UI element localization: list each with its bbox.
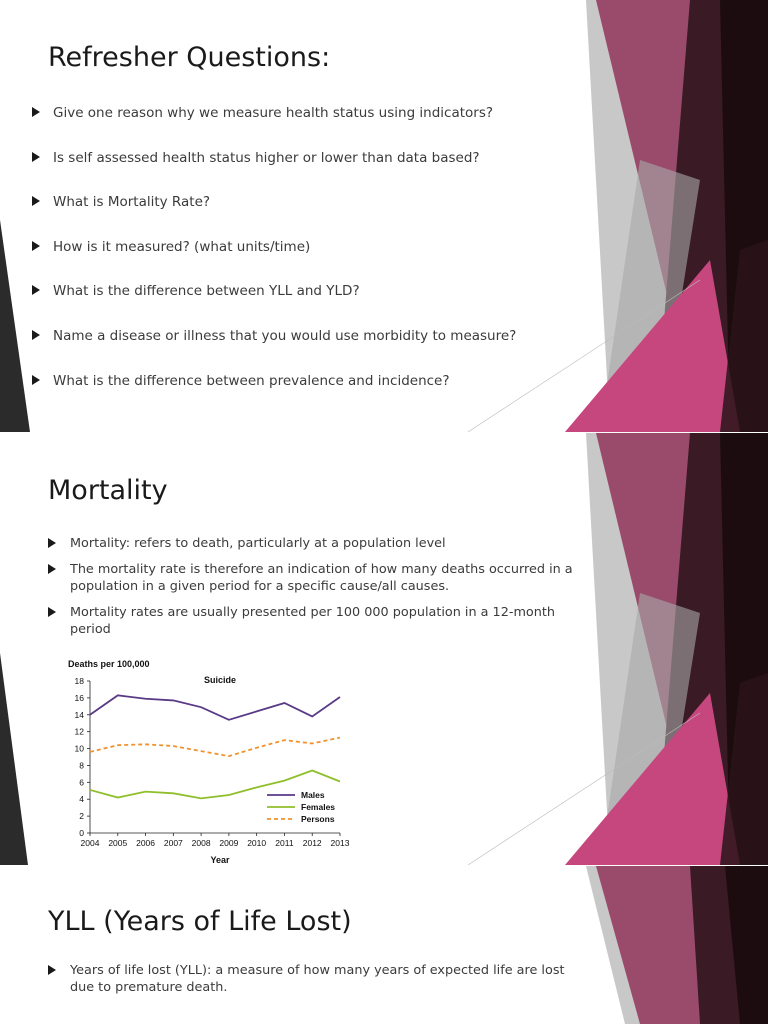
- slide-title: Refresher Questions:: [48, 42, 331, 73]
- x-tick-label: 2013: [331, 838, 350, 848]
- bullet-arrow-icon: [48, 564, 56, 574]
- legend-label: Females: [301, 802, 335, 812]
- y-tick-label: 0: [79, 828, 84, 838]
- bullet-arrow-icon: [32, 151, 40, 162]
- bullet-text: Name a disease or illness that you would…: [53, 327, 517, 344]
- slide-title: YLL (Years of Life Lost): [48, 906, 352, 937]
- list-item: Give one reason why we measure health st…: [32, 103, 592, 148]
- list-item: Is self assessed health status higher or…: [32, 148, 592, 193]
- bullet-list: Mortality: refers to death, particularly…: [48, 535, 578, 647]
- y-tick-label: 14: [75, 710, 85, 720]
- y-tick-label: 6: [79, 777, 84, 787]
- bullet-text: Mortality: refers to death, particularly…: [70, 536, 446, 551]
- x-tick-label: 2009: [219, 838, 238, 848]
- bullet-arrow-icon: [48, 607, 56, 617]
- chart-title: Suicide: [204, 675, 236, 685]
- bullet-text: Give one reason why we measure health st…: [53, 105, 494, 121]
- chart-series: [89, 694, 341, 800]
- y-tick-label: 10: [75, 744, 85, 754]
- bullet-arrow-icon: [32, 374, 40, 385]
- y-tick-label: 18: [75, 676, 85, 686]
- bullet-list: Give one reason why we measure health st…: [32, 103, 592, 415]
- bullet-arrow-icon: [32, 196, 40, 207]
- legend-label: Persons: [301, 814, 335, 824]
- x-tick-label: 2008: [192, 838, 211, 848]
- slide-refresher-questions: Refresher Questions: Give one reason why…: [0, 0, 768, 432]
- x-tick-label: 2006: [136, 838, 155, 848]
- bullet-text: What is Mortality Rate?: [53, 194, 211, 211]
- list-item: Mortality: refers to death, particularly…: [48, 535, 578, 552]
- bullet-arrow-icon: [32, 240, 40, 251]
- bullet-list: Years of life lost (YLL): a measure of h…: [48, 962, 588, 996]
- chart-axes: 0 2 4 6 8 10 12 14 16 18 2004 2005 2006 2007 2008 2009 2…: [75, 676, 350, 848]
- list-item: What is Mortality Rate?: [32, 192, 592, 237]
- legend-label: Males: [301, 790, 325, 800]
- x-tick-label: 2011: [275, 838, 294, 848]
- bullet-text: How is it measured? (what units/time): [53, 238, 311, 255]
- y-tick-label: 4: [79, 794, 84, 804]
- y-tick-label: 8: [79, 760, 84, 770]
- x-tick-label: 2005: [108, 838, 127, 848]
- bullet-text: Mortality rates are usually presented pe…: [70, 605, 555, 637]
- series-line-females: [89, 769, 341, 800]
- x-tick-label: 2007: [164, 838, 183, 848]
- y-tick-label: 12: [75, 727, 85, 737]
- chart-x-axis-title: Year: [210, 855, 230, 865]
- y-tick-label: 2: [79, 811, 84, 821]
- bullet-text: Is self assessed health status higher or…: [53, 149, 480, 166]
- slide-yll: YLL (Years of Life Lost) Years of life l…: [0, 866, 768, 1024]
- bullet-arrow-icon: [32, 329, 40, 340]
- chart-legend: Males Females Persons: [267, 790, 335, 824]
- bullet-text: What is the difference between prevalenc…: [53, 372, 450, 389]
- list-item: What is the difference between YLL and Y…: [32, 281, 592, 326]
- bullet-arrow-icon: [32, 285, 40, 296]
- y-tick-label: 16: [75, 693, 85, 703]
- list-item: What is the difference between prevalenc…: [32, 371, 592, 416]
- x-tick-label: 2004: [81, 838, 100, 848]
- bullet-arrow-icon: [32, 107, 40, 117]
- list-item: Name a disease or illness that you would…: [32, 326, 592, 371]
- list-item: The mortality rate is therefore an indic…: [48, 561, 578, 595]
- chart-y-axis-title: Deaths per 100,000: [68, 659, 150, 669]
- list-item: Years of life lost (YLL): a measure of h…: [48, 962, 588, 996]
- series-line-males: [89, 694, 341, 721]
- list-item: How is it measured? (what units/time): [32, 237, 592, 282]
- bullet-text: What is the difference between YLL and Y…: [53, 283, 360, 300]
- bullet-text: Years of life lost (YLL): a measure of h…: [70, 963, 565, 995]
- x-tick-label: 2012: [303, 838, 322, 848]
- suicide-line-chart: Deaths per 100,000 Suicide Year 0 2 4 6 8 10 1…: [68, 659, 350, 865]
- x-tick-label: 2010: [247, 838, 266, 848]
- series-line-persons: [89, 736, 341, 758]
- bullet-text: The mortality rate is therefore an indic…: [70, 562, 573, 594]
- slide-mortality: Mortality Mortality: refers to death, pa…: [0, 433, 768, 865]
- list-item: Mortality rates are usually presented pe…: [48, 604, 578, 638]
- slide-title: Mortality: [48, 475, 168, 506]
- bullet-arrow-icon: [48, 965, 56, 975]
- bullet-arrow-icon: [48, 538, 56, 548]
